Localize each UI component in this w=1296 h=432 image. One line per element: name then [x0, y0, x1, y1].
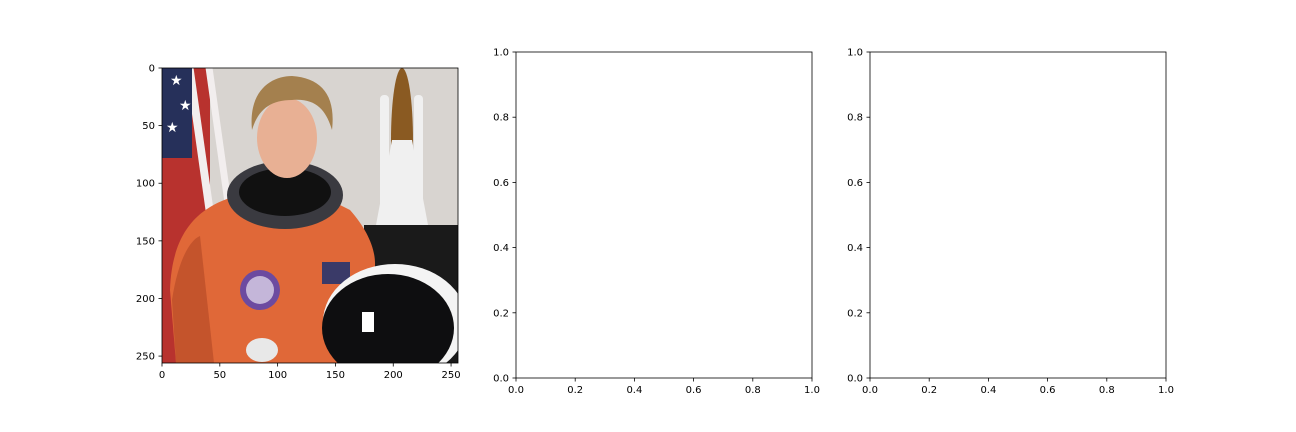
axes-frame [515, 51, 813, 379]
y-tick-label: 0.4 [847, 243, 863, 254]
y-tick-label: 0.4 [493, 243, 509, 254]
y-tick-label: 1.0 [847, 48, 863, 59]
x-tick-label: 0.6 [686, 385, 702, 396]
y-tick-label: 100 [136, 179, 155, 190]
x-tick-label: 50 [213, 370, 226, 381]
y-tick-label: 0.0 [847, 374, 863, 385]
axes-empty-panel-2: 0.0 0.2 0.4 0.6 0.8 1.0 0.0 0.2 0.4 0.6 0.8 1.0 [847, 48, 1174, 397]
x-tick-label: 0.4 [980, 385, 996, 396]
y-tick-label: 0.2 [493, 308, 509, 319]
y-axis-ticks: 0.0 0.2 0.4 0.6 0.8 1.0 [847, 48, 870, 385]
y-tick-label: 0.2 [847, 308, 863, 319]
x-tick-label: 1.0 [1158, 385, 1174, 396]
y-tick-label: 0.0 [493, 374, 509, 385]
x-tick-label: 0.8 [1099, 385, 1115, 396]
x-tick-label: 0.8 [745, 385, 761, 396]
x-tick-label: 0.0 [862, 385, 878, 396]
y-tick-label: 0.8 [847, 113, 863, 124]
glove [246, 338, 278, 362]
y-tick-label: 0 [149, 64, 155, 75]
x-tick-label: 0.4 [626, 385, 642, 396]
axes-empty-panel-1: 0.0 0.2 0.4 0.6 0.8 1.0 0.0 0.2 0.4 0.6 0.8 1.0 [493, 48, 820, 397]
svg-text:★: ★ [166, 120, 179, 136]
y-tick-label: 0.6 [847, 178, 863, 189]
name-tag [322, 262, 350, 284]
x-tick-label: 0 [159, 370, 165, 381]
x-tick-label: 100 [268, 370, 287, 381]
x-axis-ticks: 0.0 0.2 0.4 0.6 0.8 1.0 [862, 378, 1174, 396]
y-tick-label: 0.6 [493, 178, 509, 189]
y-tick-label: 0.8 [493, 113, 509, 124]
x-tick-label: 0.2 [567, 385, 583, 396]
face [257, 98, 317, 178]
x-tick-label: 0.0 [508, 385, 524, 396]
y-tick-label: 1.0 [493, 48, 509, 59]
svg-text:★: ★ [179, 98, 192, 114]
x-axis-ticks: 0.0 0.2 0.4 0.6 0.8 1.0 [508, 378, 820, 396]
axes-frame [869, 51, 1167, 379]
y-tick-label: 200 [136, 294, 155, 305]
y-tick-label: 250 [136, 352, 155, 363]
hair [251, 76, 333, 130]
axes-image-panel: ★ ★ ★ [136, 64, 461, 382]
astronaut-photo: ★ ★ ★ [162, 68, 458, 363]
x-tick-label: 0.2 [921, 385, 937, 396]
y-tick-label: 50 [142, 121, 155, 132]
x-tick-label: 250 [442, 370, 461, 381]
x-tick-label: 1.0 [804, 385, 820, 396]
svg-text:★: ★ [170, 73, 183, 89]
y-axis-ticks: 0 50 100 150 200 250 [136, 64, 162, 363]
x-tick-label: 150 [326, 370, 345, 381]
helmet-icon [322, 264, 458, 363]
x-axis-ticks: 0 50 100 150 200 250 [159, 363, 461, 381]
x-tick-label: 200 [384, 370, 403, 381]
image-axes-frame [161, 67, 459, 364]
y-axis-ticks: 0.0 0.2 0.4 0.6 0.8 1.0 [493, 48, 516, 385]
x-tick-label: 0.6 [1040, 385, 1056, 396]
y-tick-label: 150 [136, 236, 155, 247]
